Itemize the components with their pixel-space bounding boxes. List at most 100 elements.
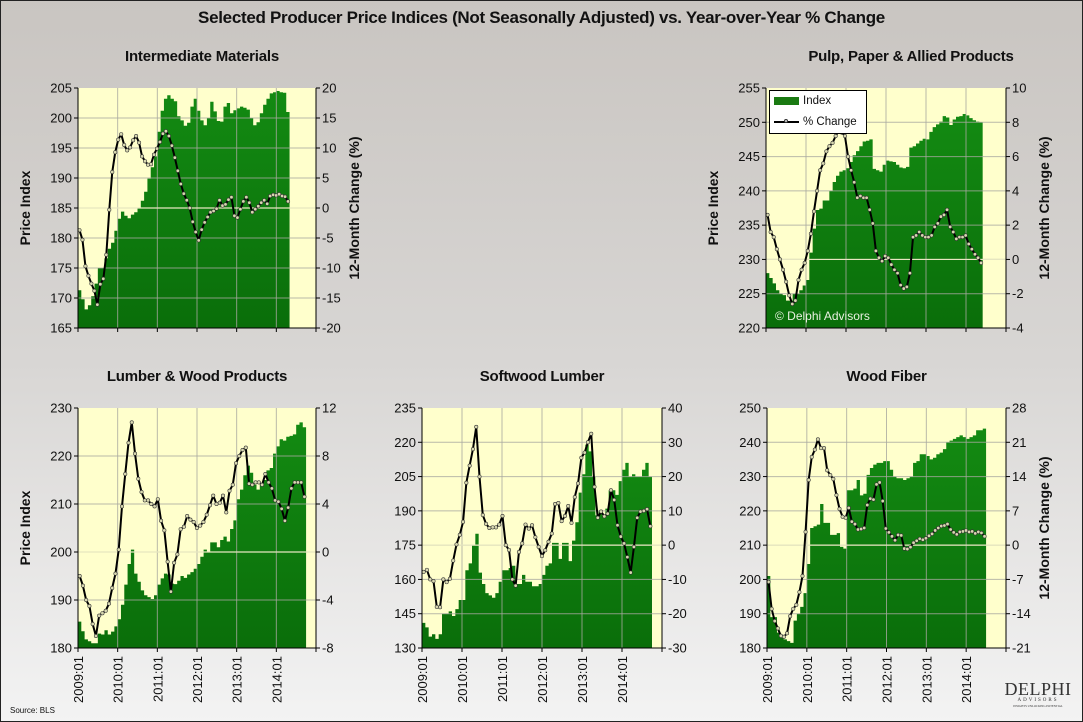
change-point (871, 497, 876, 502)
change-point (948, 527, 953, 532)
change-point (184, 198, 189, 203)
change-point (899, 533, 904, 538)
change-point (232, 213, 237, 218)
y-tick-label: 210 (50, 497, 72, 512)
change-point (196, 238, 201, 243)
index-area-woodfiber (767, 428, 987, 648)
change-point (149, 501, 154, 506)
change-point (154, 146, 159, 151)
change-point (635, 515, 640, 520)
y2-tick-label: -10 (668, 572, 687, 587)
change-point (125, 148, 130, 153)
x-tick-label: 2014:01 (269, 656, 284, 703)
y2-tick-label: 7 (1012, 503, 1019, 518)
x-tick-label: 2010:01 (111, 656, 126, 703)
change-point (217, 500, 222, 505)
change-point (211, 493, 216, 498)
y2-tick-label: 5 (322, 171, 329, 186)
change-point (979, 260, 984, 265)
change-point (793, 298, 798, 303)
y2-axis-title: 12-Month Change (%) (1036, 456, 1052, 599)
y2-tick-label: 0 (668, 538, 675, 553)
y-tick-label: 200 (739, 572, 761, 587)
change-point (800, 573, 805, 578)
change-point (553, 501, 558, 506)
change-point (815, 188, 820, 193)
y-tick-label: 235 (394, 401, 416, 416)
change-point (858, 194, 863, 199)
y-tick-label: 205 (394, 469, 416, 484)
change-point (428, 577, 433, 582)
change-point (451, 558, 456, 563)
y-tick-label: 175 (394, 538, 416, 553)
change-point (771, 235, 776, 240)
change-point (503, 543, 508, 548)
change-point (256, 204, 261, 209)
change-point (579, 455, 584, 460)
y2-tick-label: -4 (322, 593, 334, 608)
change-point (802, 260, 807, 265)
change-point (302, 494, 307, 499)
change-point (920, 537, 925, 542)
change-line-pulp (766, 129, 982, 305)
y2-tick-label: 2 (1012, 218, 1019, 233)
change-point (973, 531, 978, 536)
y2-tick-label: -21 (1012, 641, 1031, 656)
legend: Index % Change (769, 90, 867, 134)
change-point (513, 583, 518, 588)
change-point (198, 523, 203, 528)
change-point (424, 567, 429, 572)
change-point (582, 450, 587, 455)
change-point (83, 264, 88, 269)
main-title: Selected Producer Price Indices (Not Sea… (198, 8, 885, 27)
change-point (238, 207, 243, 212)
change-point (821, 161, 826, 166)
x-tick-label: 2010:01 (800, 656, 815, 703)
change-point (193, 230, 198, 235)
y-tick-label: 220 (739, 503, 761, 518)
change-point (227, 488, 232, 493)
change-point (788, 614, 793, 619)
change-point (602, 514, 607, 519)
change-point (935, 221, 940, 226)
change-point (585, 440, 590, 445)
change-point (907, 271, 912, 276)
change-point (84, 597, 89, 602)
change-point (865, 502, 870, 507)
change-point (119, 132, 124, 137)
x-tick-label: 2011:01 (840, 656, 855, 702)
y-tick-label: 230 (738, 252, 760, 267)
change-point (645, 507, 650, 512)
change-point (122, 143, 127, 148)
x-tick-label: 2011:01 (150, 656, 165, 702)
change-point (855, 195, 860, 200)
y2-tick-label: 20 (668, 469, 682, 484)
change-point (852, 180, 857, 185)
change-point (116, 137, 121, 142)
change-point (803, 529, 808, 534)
change-point (833, 134, 838, 139)
y2-tick-label: 0 (1012, 538, 1019, 553)
change-point (805, 248, 810, 253)
change-point (599, 509, 604, 514)
change-point (159, 518, 164, 523)
change-point (247, 481, 252, 486)
y2-axis-title: 12-Month Change (%) (346, 136, 362, 279)
change-point (768, 230, 773, 235)
change-point (526, 526, 531, 531)
x-tick-label: 2011:01 (495, 656, 510, 702)
index-area-pulp (766, 114, 983, 328)
change-point (830, 140, 835, 145)
change-point (106, 601, 111, 606)
change-point (226, 197, 231, 202)
change-point (217, 198, 222, 203)
y2-tick-label: -10 (322, 261, 341, 276)
change-point (787, 293, 792, 298)
y-tick-label: 160 (394, 572, 416, 587)
change-point (181, 524, 186, 529)
change-point (490, 525, 495, 530)
change-point (923, 536, 928, 541)
change-point (895, 271, 900, 276)
change-point (444, 580, 449, 585)
chart-title-woodfiber: Wood Fiber (846, 368, 927, 385)
